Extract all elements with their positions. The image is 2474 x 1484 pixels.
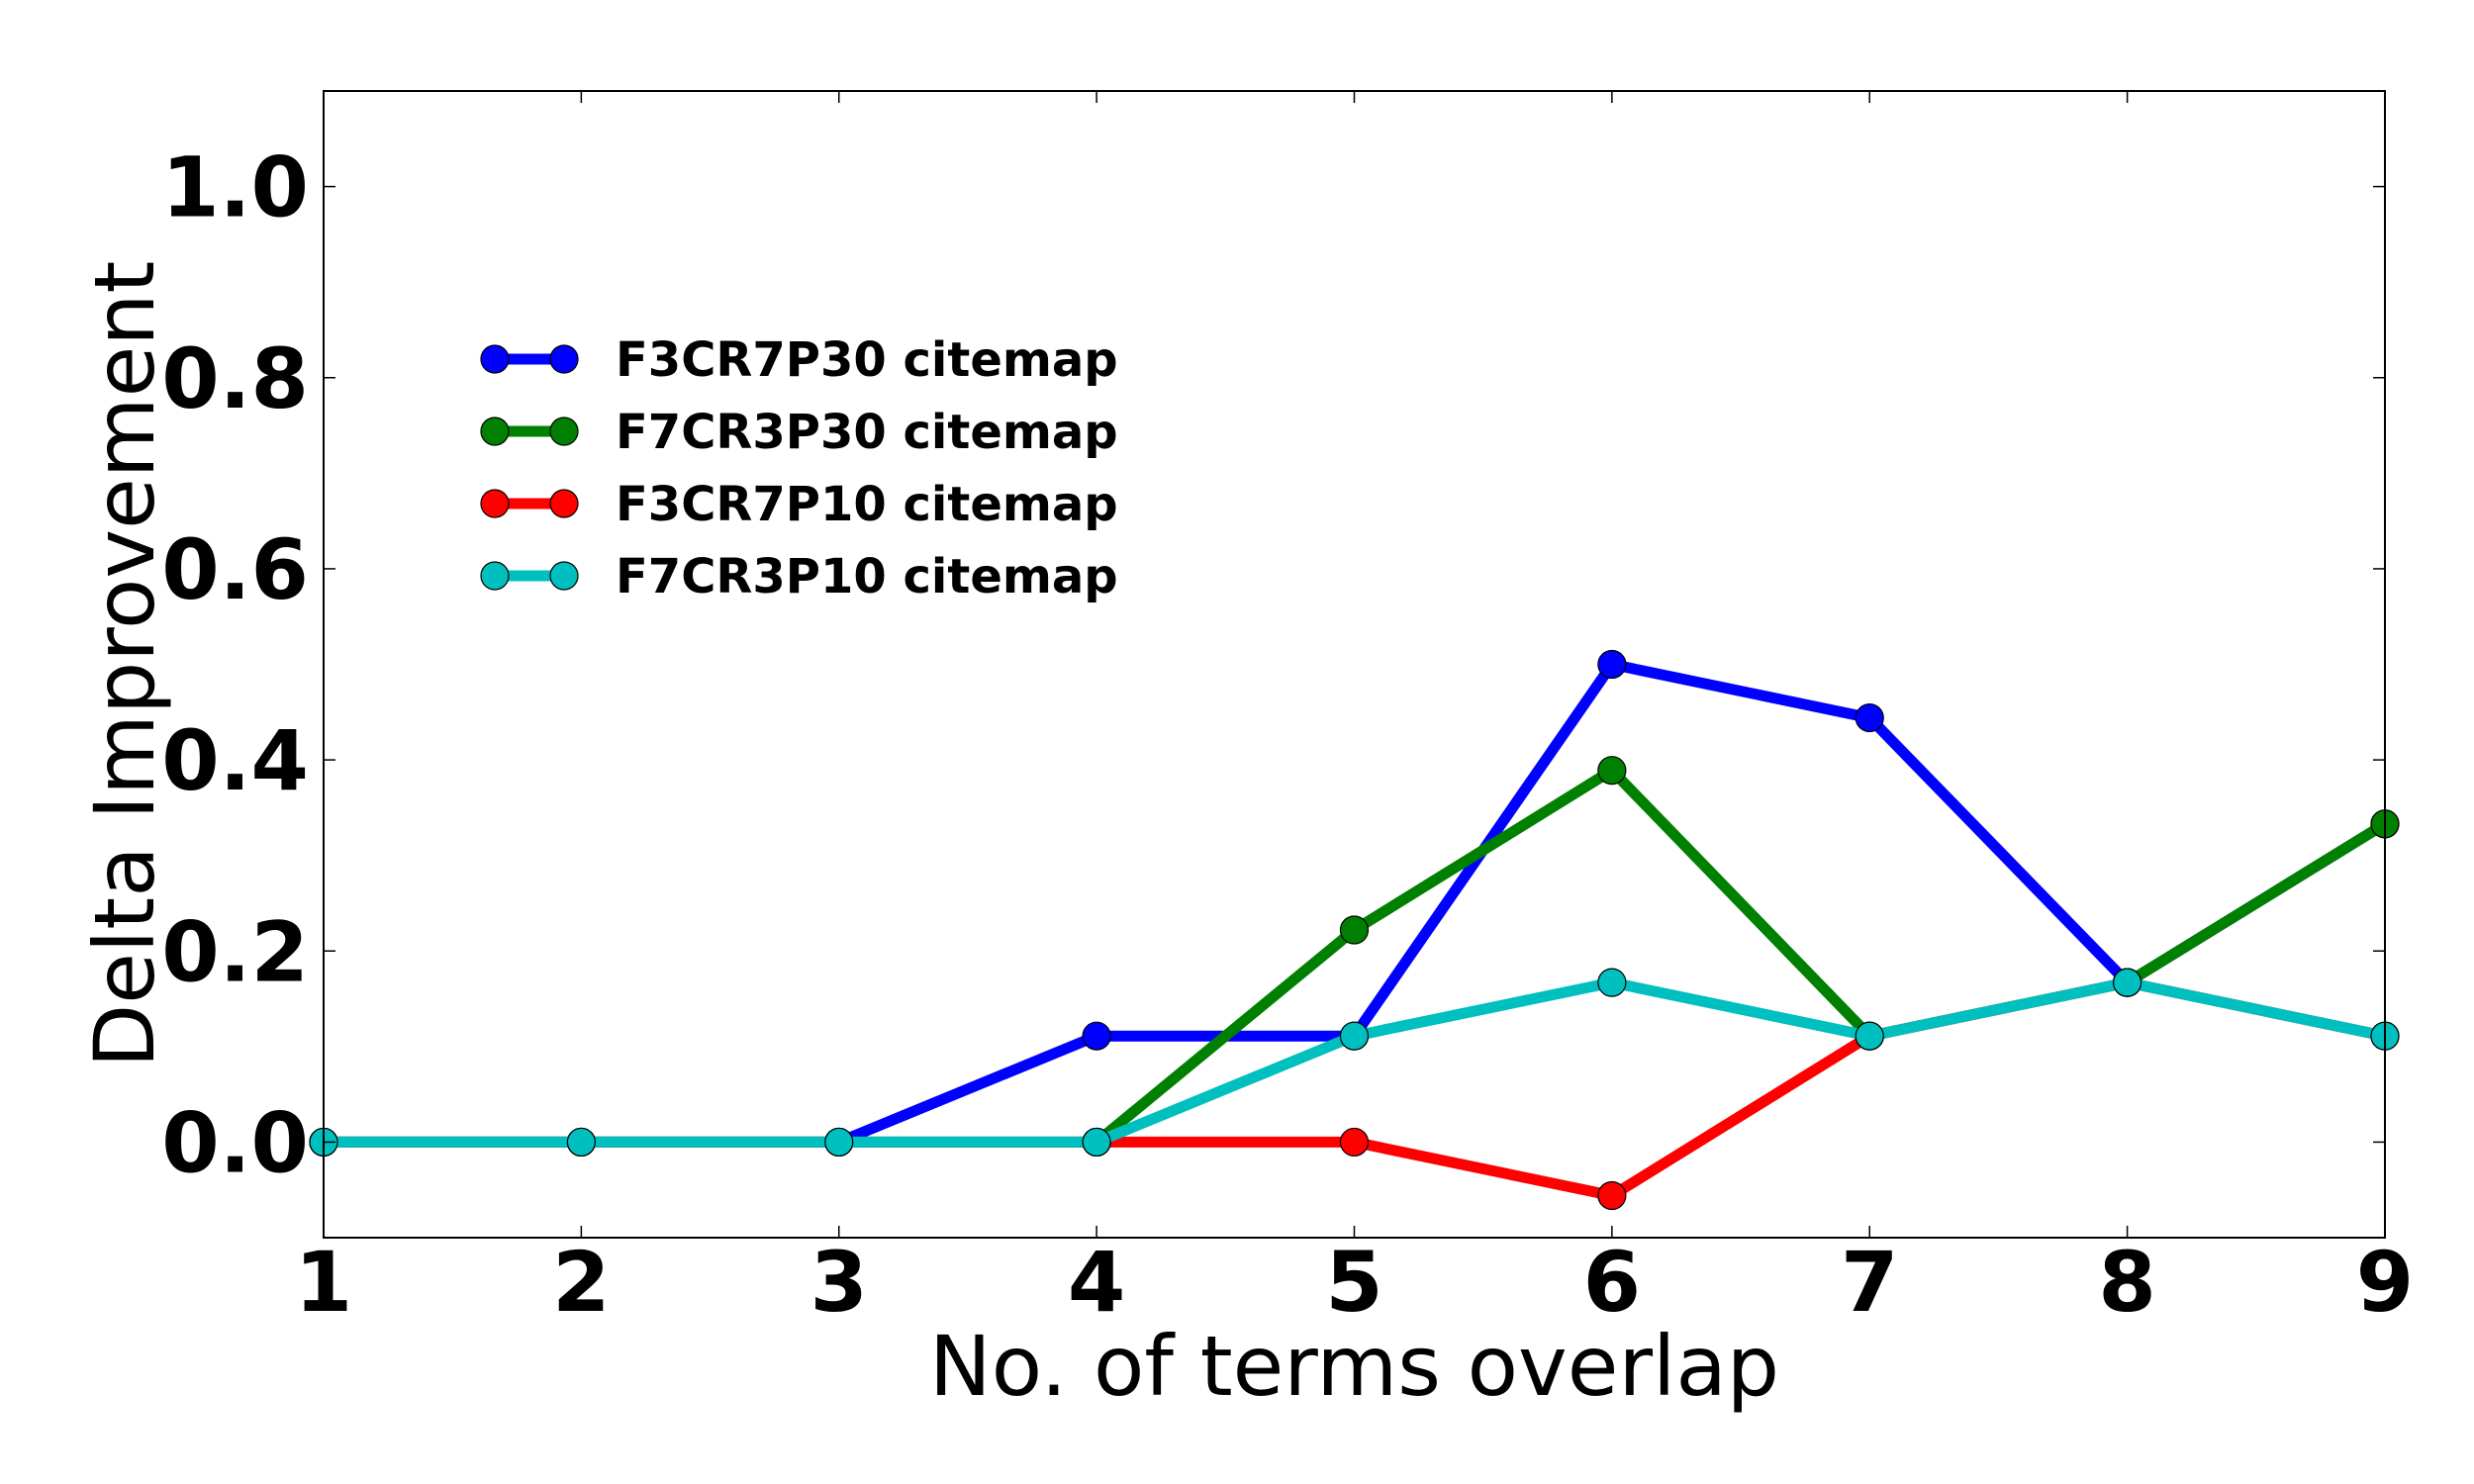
legend-marker: [480, 417, 510, 446]
y-tick-label: 0.2: [161, 903, 309, 1000]
legend: F3CR7P30 citemap F7CR3P30 citemap F3CR7P10…: [480, 332, 1118, 604]
y-tick-label: 1.0: [161, 139, 309, 236]
x-tick-label: 1: [295, 1234, 352, 1331]
legend-marker: [549, 344, 579, 374]
x-tick-label: 7: [1841, 1234, 1898, 1331]
data-point: [1082, 1127, 1111, 1158]
data-point: [1082, 1021, 1111, 1051]
data-point: [1339, 915, 1370, 945]
x-tick-label: 5: [1325, 1234, 1382, 1331]
legend-label: F7CR3P30 citemap: [616, 405, 1118, 460]
x-tick-label: 6: [1583, 1234, 1641, 1331]
y-tick-label: 0.8: [161, 330, 309, 427]
x-tick-label: 4: [1068, 1234, 1125, 1331]
data-point: [1855, 1021, 1884, 1051]
y-tick-label: 0.4: [161, 712, 309, 809]
x-tick-label: 3: [810, 1234, 868, 1331]
x-tick-label: 9: [2356, 1234, 2414, 1331]
y-tick-label: 0.6: [161, 521, 309, 618]
legend-marker: [549, 561, 579, 591]
data-point: [824, 1127, 854, 1158]
series-line-4: [324, 976, 2387, 1148]
legend-label: F7CR3P10 citemap: [616, 549, 1118, 604]
legend-label: F3CR7P30 citemap: [616, 332, 1118, 388]
legend-label: F3CR7P10 citemap: [616, 477, 1118, 532]
data-point: [1339, 1021, 1370, 1051]
data-point: [1597, 1180, 1627, 1211]
legend-marker: [480, 344, 510, 374]
x-tick-label: 2: [552, 1234, 610, 1331]
series-line-2: [324, 765, 2388, 1148]
x-tick-label: 8: [2098, 1234, 2155, 1331]
plot-frame: [323, 90, 2386, 1239]
legend-marker: [480, 561, 510, 591]
series-layer: [309, 649, 2400, 1211]
data-point: [2113, 968, 2142, 997]
y-axis-title: Delta Improvement: [76, 261, 173, 1068]
data-point: [1339, 1127, 1370, 1158]
series-line-3: [324, 976, 2387, 1202]
ticks-layer: 1 2 3 4 5 6 7 8 9 0.0 0.2 0.4 0.6 0.8 1.0: [161, 91, 2414, 1331]
data-point: [1597, 649, 1627, 680]
legend-marker: [480, 489, 510, 518]
data-point: [1597, 968, 1627, 997]
x-axis-title: No. of terms overlap: [929, 1318, 1779, 1415]
data-point: [1855, 702, 1884, 733]
data-point: [1597, 756, 1627, 786]
legend-marker: [549, 417, 579, 446]
y-tick-label: 0.0: [161, 1094, 309, 1191]
legend-marker: [549, 489, 579, 518]
data-point: [566, 1127, 596, 1158]
series-line-1: [324, 659, 2388, 1148]
